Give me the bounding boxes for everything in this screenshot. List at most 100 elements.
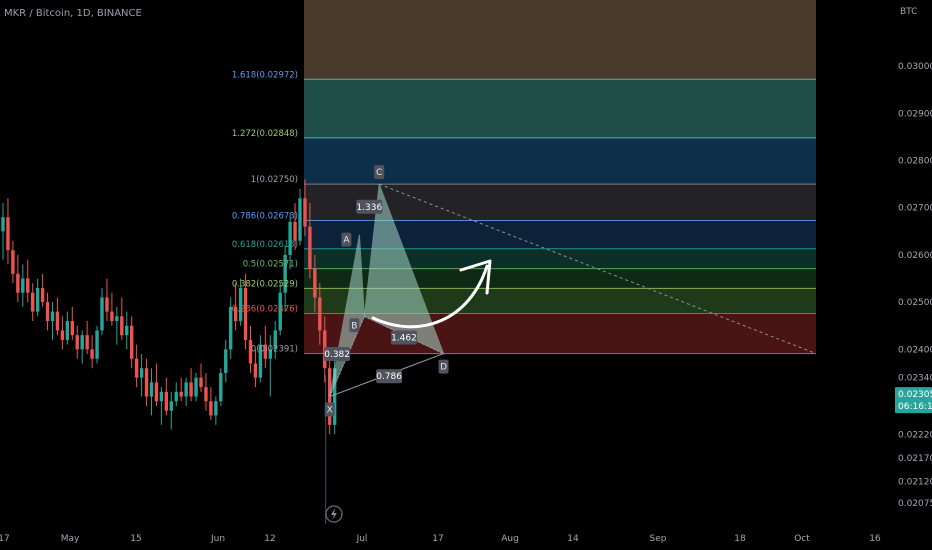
candle-body (248, 339, 253, 364)
candle-body (85, 335, 89, 350)
candle-body (229, 306, 233, 350)
pattern-point-b: B (351, 321, 357, 331)
candle-body (174, 391, 178, 402)
lightning-icon[interactable] (325, 505, 343, 523)
candle-body (139, 368, 144, 378)
pattern-point-x: X (327, 406, 333, 416)
candle-body (115, 316, 119, 322)
y-tick-label: 0.02700 (898, 204, 932, 214)
candle-body (243, 287, 248, 340)
pattern-point-c: C (376, 168, 382, 178)
candle-body (120, 316, 124, 336)
pattern-point-x-box (324, 402, 335, 417)
candle-body (65, 321, 70, 340)
candle-body (288, 221, 292, 255)
fib-label: 0.5(0.02571) (243, 260, 298, 270)
lightning-icon-ring (325, 505, 343, 523)
candle-body (75, 335, 79, 350)
candle-body (154, 382, 159, 402)
candle-body (45, 302, 50, 322)
candle-body (293, 221, 297, 241)
fib-label: 1.618(0.02972) (232, 70, 298, 80)
y-tick-label: 0.02800 (898, 157, 932, 167)
ratio-label: 0.382 (324, 350, 350, 360)
candle-body (130, 325, 134, 359)
candle-body (253, 363, 258, 378)
fib-label: 1(0.02750) (251, 175, 298, 185)
x-tick-label: Sep (650, 534, 667, 544)
fib-label: 0.382(0.02529) (232, 279, 298, 289)
candle-body (238, 287, 243, 322)
ratio-label-box (324, 347, 351, 362)
y-tick-label: 0.02340 (898, 374, 932, 384)
candle-body (80, 335, 84, 350)
y-tick-label: 0.02220 (898, 430, 932, 440)
candle-body (110, 311, 114, 322)
candle-body (105, 297, 109, 312)
y-tick-label: 0.02500 (898, 298, 932, 308)
candle-body (224, 349, 228, 373)
candle-body (149, 382, 154, 397)
candle-body (214, 401, 218, 416)
fib-band (304, 79, 816, 138)
candle-body (11, 250, 15, 274)
candle-body (268, 349, 272, 359)
price-badge-value: 0.02305 (898, 390, 932, 400)
candle-body (100, 297, 104, 331)
candle-body (144, 368, 149, 397)
chart-title: MKR / Bitcoin, 1D, BINANCE (4, 8, 142, 19)
x-tick-label: 17 (432, 534, 443, 544)
fib-labels: 1.618(0.02972) 1.272(0.02848) 1(0.02750) 0.… (232, 70, 298, 354)
price-axis-bg (888, 0, 932, 550)
y-tick-label: 0.02120 (898, 478, 932, 488)
candle-body (283, 254, 287, 293)
ratio-label: 1.462 (391, 334, 417, 344)
arrow-head (459, 259, 492, 295)
lightning-icon-bolt (331, 508, 337, 520)
candle-body (258, 344, 263, 378)
candle-body (95, 330, 99, 359)
x-tick-label: 16 (869, 534, 881, 544)
fib-band-top (304, 0, 816, 80)
pattern-point-b-box (349, 318, 360, 333)
candle-body (26, 278, 30, 293)
candle-body (134, 358, 139, 378)
x-tick-label: 12 (264, 534, 275, 544)
candle-body (298, 198, 302, 241)
x-tick-label: 18 (734, 534, 746, 544)
price-axis-unit: BTC (900, 7, 917, 17)
candle-body (263, 344, 268, 359)
ratio-label: 0.786 (376, 372, 402, 382)
pattern-bd-line (364, 315, 444, 355)
candle-body (184, 382, 188, 397)
pattern-point-d: D (440, 363, 447, 373)
fib-label: 1.272(0.02848) (232, 129, 298, 139)
ratio-label-box (376, 369, 403, 384)
x-tick-label: Jun (210, 534, 225, 544)
x-tick-label: 15 (130, 534, 141, 544)
ratio-label-box (356, 199, 383, 214)
y-tick-label: 0.02900 (898, 109, 932, 119)
candle-body (90, 349, 94, 359)
x-tick-label: Aug (501, 534, 519, 544)
price-badge-box (895, 387, 932, 414)
candle-body (332, 368, 337, 425)
candle-body (219, 372, 223, 402)
candle-body (189, 382, 193, 397)
candle-body (209, 401, 213, 416)
candle-body (21, 278, 25, 293)
fib-label: 0.786(0.02673) (232, 211, 298, 221)
candle-body (273, 330, 277, 350)
y-tick-label: 0.02170 (898, 454, 932, 464)
pattern-point-d-box (438, 359, 449, 374)
time-axis: 17 May 15 Jun 12 Jul 17 Aug 14 Sep 18 Oct 16 (0, 534, 881, 544)
pattern-point-c-box (374, 165, 385, 180)
candle-body (194, 377, 198, 397)
pattern-point-a-box (341, 232, 352, 247)
candle-body (16, 273, 20, 293)
y-tick-label: 0.03000 (898, 62, 932, 72)
trend-dashed-line (379, 183, 817, 355)
fib-label: 0.236(0.02476) (232, 304, 298, 314)
candle-body (303, 198, 307, 227)
